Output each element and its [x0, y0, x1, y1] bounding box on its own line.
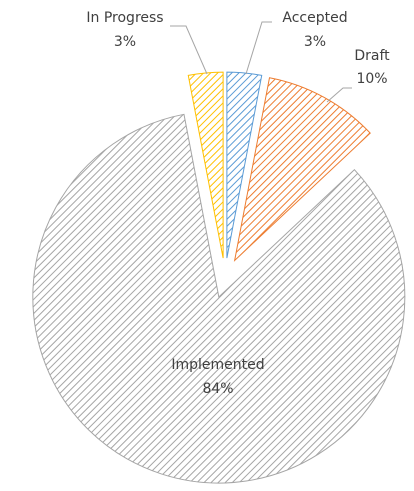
- pie-slice: [233, 77, 371, 262]
- slice-value-label: 3%: [304, 34, 326, 50]
- pie-slice: [226, 71, 263, 259]
- leader-line: [170, 25, 208, 75]
- leader-line: [326, 87, 352, 103]
- slice-value-label: 10%: [356, 71, 387, 87]
- pie-slice: [187, 71, 224, 259]
- slice-label: Draft: [354, 48, 390, 64]
- slice-label: Accepted: [282, 10, 347, 26]
- pie-slice: [32, 113, 406, 484]
- leader-line: [245, 21, 272, 75]
- slice-label: Implemented: [171, 357, 264, 373]
- pie: [32, 71, 406, 484]
- slice-label: In Progress: [86, 10, 163, 26]
- slice-value-label: 3%: [114, 34, 136, 50]
- slice-value-label: 84%: [202, 381, 233, 397]
